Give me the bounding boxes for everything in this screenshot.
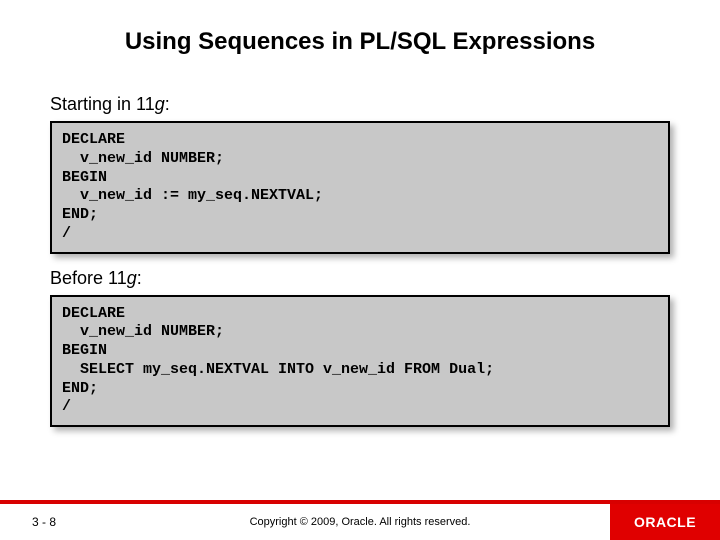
oracle-logo: ORACLE — [610, 504, 720, 540]
slide: Using Sequences in PL/SQL Expressions St… — [0, 0, 720, 540]
section1-italic: g — [155, 94, 165, 114]
code-block-2: DECLARE v_new_id NUMBER; BEGIN SELECT my… — [50, 295, 670, 428]
content-area: Starting in 11g: DECLARE v_new_id NUMBER… — [0, 66, 720, 427]
footer: 3 - 8 Copyright © 2009, Oracle. All righ… — [0, 504, 720, 540]
section-label-2: Before 11g: — [50, 268, 670, 289]
oracle-logo-text: ORACLE — [634, 514, 696, 530]
code-block-1: DECLARE v_new_id NUMBER; BEGIN v_new_id … — [50, 121, 670, 254]
section1-suffix: : — [165, 94, 170, 114]
page-number: 3 - 8 — [32, 515, 56, 529]
section-label-1: Starting in 11g: — [50, 94, 670, 115]
section2-italic: g — [127, 268, 137, 288]
section2-suffix: : — [137, 268, 142, 288]
slide-title: Using Sequences in PL/SQL Expressions — [0, 0, 720, 66]
section2-prefix: Before 11 — [50, 268, 127, 288]
section1-prefix: Starting in 11 — [50, 94, 155, 114]
